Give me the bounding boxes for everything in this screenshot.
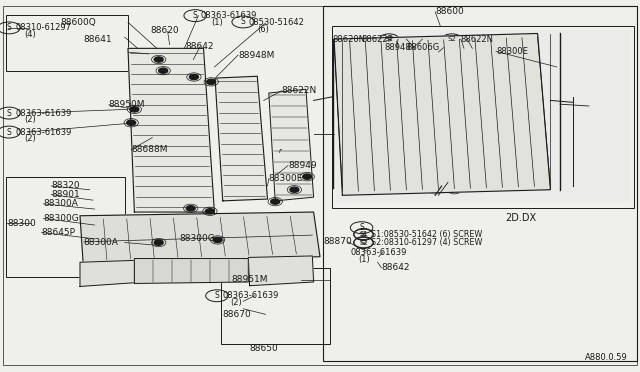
Text: 88622P: 88622P	[362, 35, 394, 44]
Circle shape	[130, 107, 139, 112]
Text: S: S	[193, 11, 198, 20]
Text: 88320: 88320	[51, 182, 80, 190]
Text: 88949: 88949	[288, 161, 317, 170]
Text: 88950M: 88950M	[109, 100, 145, 109]
Text: 08363-61639: 08363-61639	[351, 248, 407, 257]
Text: r: r	[278, 148, 281, 154]
Bar	[323, 6, 637, 361]
Text: 88300E: 88300E	[496, 47, 528, 56]
Circle shape	[189, 74, 198, 80]
Circle shape	[186, 206, 195, 211]
Polygon shape	[248, 256, 314, 286]
Circle shape	[127, 120, 136, 125]
Text: 88951M: 88951M	[232, 275, 268, 284]
Text: S2: S2	[360, 240, 367, 245]
Polygon shape	[80, 260, 134, 286]
Text: S: S	[6, 109, 12, 118]
Text: 88300A: 88300A	[83, 238, 118, 247]
Text: S1: S1	[360, 232, 367, 237]
Text: S2:08310-61297 (4) SCREW: S2:08310-61297 (4) SCREW	[371, 238, 483, 247]
Text: (1): (1)	[211, 18, 223, 27]
Circle shape	[271, 199, 280, 204]
Circle shape	[159, 68, 168, 73]
Polygon shape	[215, 76, 268, 201]
Text: S: S	[6, 128, 12, 137]
Text: (6): (6)	[257, 25, 269, 33]
Circle shape	[207, 79, 216, 84]
Text: 88600: 88600	[435, 7, 464, 16]
Text: 88645P: 88645P	[42, 228, 76, 237]
Text: 88300A: 88300A	[44, 199, 78, 208]
Text: 88622N: 88622N	[282, 86, 317, 95]
Text: 88620N: 88620N	[333, 35, 366, 44]
Text: S2: S2	[447, 36, 456, 42]
Circle shape	[205, 209, 214, 214]
Text: 88670: 88670	[223, 310, 252, 319]
Text: 88600Q: 88600Q	[61, 18, 97, 27]
Text: 88948M: 88948M	[238, 51, 275, 60]
Text: 88870: 88870	[323, 237, 352, 246]
Text: (1): (1)	[358, 255, 370, 264]
Text: S1: S1	[359, 231, 368, 237]
Text: S: S	[241, 17, 246, 26]
Text: 88642: 88642	[381, 263, 410, 272]
Polygon shape	[134, 259, 248, 283]
Circle shape	[456, 48, 465, 53]
Text: 08363-61639: 08363-61639	[16, 128, 72, 137]
Polygon shape	[269, 89, 314, 201]
Bar	[332, 26, 634, 208]
Text: S1:08530-51642 (6) SCREW: S1:08530-51642 (6) SCREW	[371, 230, 483, 239]
Circle shape	[290, 187, 299, 192]
Text: 88688M: 88688M	[131, 145, 168, 154]
Text: 2D.DX: 2D.DX	[506, 213, 537, 222]
Text: 88650: 88650	[250, 344, 278, 353]
Text: A880.0.59: A880.0.59	[584, 353, 627, 362]
Polygon shape	[128, 48, 214, 212]
Text: 88642: 88642	[186, 42, 214, 51]
Circle shape	[450, 187, 459, 192]
Text: 88300G: 88300G	[44, 214, 79, 223]
Text: 88300E: 88300E	[269, 174, 303, 183]
Text: 08363-61639: 08363-61639	[223, 291, 279, 300]
Text: (2): (2)	[230, 298, 242, 307]
Circle shape	[154, 240, 163, 245]
Text: 88300: 88300	[8, 219, 36, 228]
Text: S: S	[6, 23, 12, 32]
Circle shape	[405, 46, 414, 51]
Text: 08310-61297: 08310-61297	[16, 23, 72, 32]
Bar	[6, 15, 128, 71]
Circle shape	[213, 237, 222, 243]
Polygon shape	[80, 212, 320, 264]
Text: S: S	[214, 291, 220, 300]
Text: 88620: 88620	[150, 26, 179, 35]
Text: S2: S2	[359, 240, 368, 246]
Text: (2): (2)	[24, 115, 36, 124]
Bar	[221, 268, 330, 344]
Polygon shape	[336, 30, 630, 201]
Bar	[6, 177, 125, 277]
Text: (4): (4)	[24, 30, 36, 39]
Text: 08530-51642: 08530-51642	[248, 18, 304, 27]
Text: 88606G: 88606G	[406, 43, 440, 52]
Text: 88948: 88948	[384, 43, 411, 52]
Text: 88300G: 88300G	[179, 234, 215, 243]
Circle shape	[303, 174, 312, 179]
Text: S1: S1	[385, 36, 394, 42]
Text: S: S	[359, 223, 364, 232]
Text: 08363-61639: 08363-61639	[16, 109, 72, 118]
Text: 88622N: 88622N	[461, 35, 494, 44]
Text: 08363-61639: 08363-61639	[200, 11, 257, 20]
Circle shape	[431, 187, 440, 192]
Circle shape	[154, 57, 163, 62]
Text: 88901: 88901	[51, 190, 80, 199]
Polygon shape	[334, 33, 550, 195]
Text: 88641: 88641	[83, 35, 112, 44]
Text: (2): (2)	[24, 134, 36, 143]
